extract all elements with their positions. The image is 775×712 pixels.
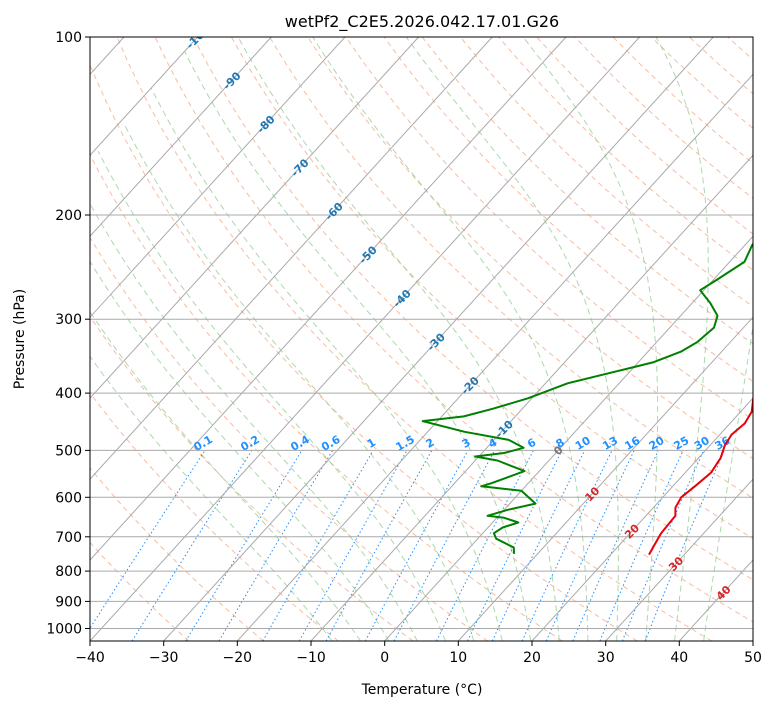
mixing-ratio-line: [468, 450, 563, 641]
mixing-ratio-label: 6: [525, 436, 538, 451]
y-tick-label: 200: [55, 208, 82, 224]
x-tick-label: 10: [449, 650, 467, 666]
x-tick-label: −20: [223, 650, 253, 666]
dry-adiabat-line: [0, 37, 189, 641]
temperature-profile-line: [649, 37, 775, 555]
y-tick-label: 800: [55, 564, 82, 580]
x-axis-ticks: −40 −30 −20 −10 0 10 20 30 40 50: [75, 641, 762, 666]
x-tick-label: 20: [523, 650, 541, 666]
dry-adiabat-line: [651, 37, 775, 641]
x-tick-label: −30: [149, 650, 179, 666]
dry-adiabat-line: [537, 37, 775, 641]
dry-adiabat-line: [270, 37, 775, 641]
moist-adiabat-line: [313, 37, 588, 641]
mixing-ratio-line: [645, 450, 724, 641]
moist-adiabat-line: [35, 218, 360, 641]
mixing-ratio-line: [622, 450, 703, 641]
isotherm-line: [90, 37, 640, 641]
mixing-ratio-label: 3: [460, 436, 473, 451]
dry-adiabat-line: [0, 37, 264, 641]
moist-adiabat-line: [704, 37, 774, 641]
y-tick-label: 300: [55, 312, 82, 328]
isotherm-line: [0, 37, 271, 641]
chart-title: wetPf2_C2E5.2026.042.17.01.G26: [285, 12, 559, 32]
y-axis-ticks: 100 200 300 400 500 600 700 800 900 1000: [46, 30, 90, 638]
moist-adiabat-line: [98, 151, 445, 641]
y-tick-label: 500: [55, 443, 82, 459]
isotherm-line: [532, 37, 775, 641]
dry-adiabat-line: [575, 37, 775, 641]
dry-adiabat-line: [460, 37, 775, 641]
mixing-ratio-line: [82, 450, 205, 641]
mixing-ratio-line: [492, 450, 584, 641]
moist-adiabat-line: [151, 88, 502, 641]
y-tick-label: 1000: [46, 622, 82, 638]
dewpoint-profile-line: [423, 37, 775, 554]
isotherm-line: [0, 37, 419, 641]
isotherm-line: [458, 37, 775, 641]
x-tick-label: −40: [75, 650, 105, 666]
mixing-ratio-line: [132, 450, 252, 641]
x-tick-label: 30: [597, 650, 615, 666]
y-tick-label: 700: [55, 530, 82, 546]
mixing-ratio-line: [546, 450, 634, 641]
isotherm-line: [753, 37, 775, 641]
dry-adiabat-line: [79, 37, 637, 641]
x-tick-label: 0: [380, 650, 389, 666]
background-lines: [0, 37, 775, 641]
mixing-ratio-label: 2: [423, 436, 436, 451]
isotherm-line: [16, 37, 566, 641]
moist-adiabat-line: [54, 196, 389, 641]
isotherm-line: [237, 37, 775, 641]
x-tick-label: 50: [744, 650, 762, 666]
dry-adiabat-line: [0, 37, 338, 641]
dry-adiabat-line: [155, 37, 775, 641]
mixing-ratio-line: [365, 450, 468, 641]
mixing-ratio-line: [600, 450, 683, 641]
x-tick-label: −10: [296, 650, 326, 666]
dry-adiabat-line: [728, 37, 775, 641]
x-axis-label: Temperature (°C): [361, 682, 483, 698]
x-tick-label: 40: [670, 650, 688, 666]
dry-adiabat-line: [231, 37, 775, 641]
mixing-ratio-line: [326, 450, 432, 641]
isotherm-line: [679, 37, 775, 641]
mixing-ratio-line: [394, 450, 494, 641]
y-tick-label: 600: [55, 490, 82, 506]
y-tick-label: 400: [55, 386, 82, 402]
dry-adiabat-line: [0, 37, 413, 641]
y-axis-label: Pressure (hPa): [12, 289, 28, 389]
y-tick-label: 900: [55, 594, 82, 610]
mixing-ratio-line: [573, 450, 659, 641]
y-tick-label: 100: [55, 30, 82, 46]
dry-adiabat-line: [422, 37, 775, 641]
moist-adiabat-line: [18, 237, 332, 641]
